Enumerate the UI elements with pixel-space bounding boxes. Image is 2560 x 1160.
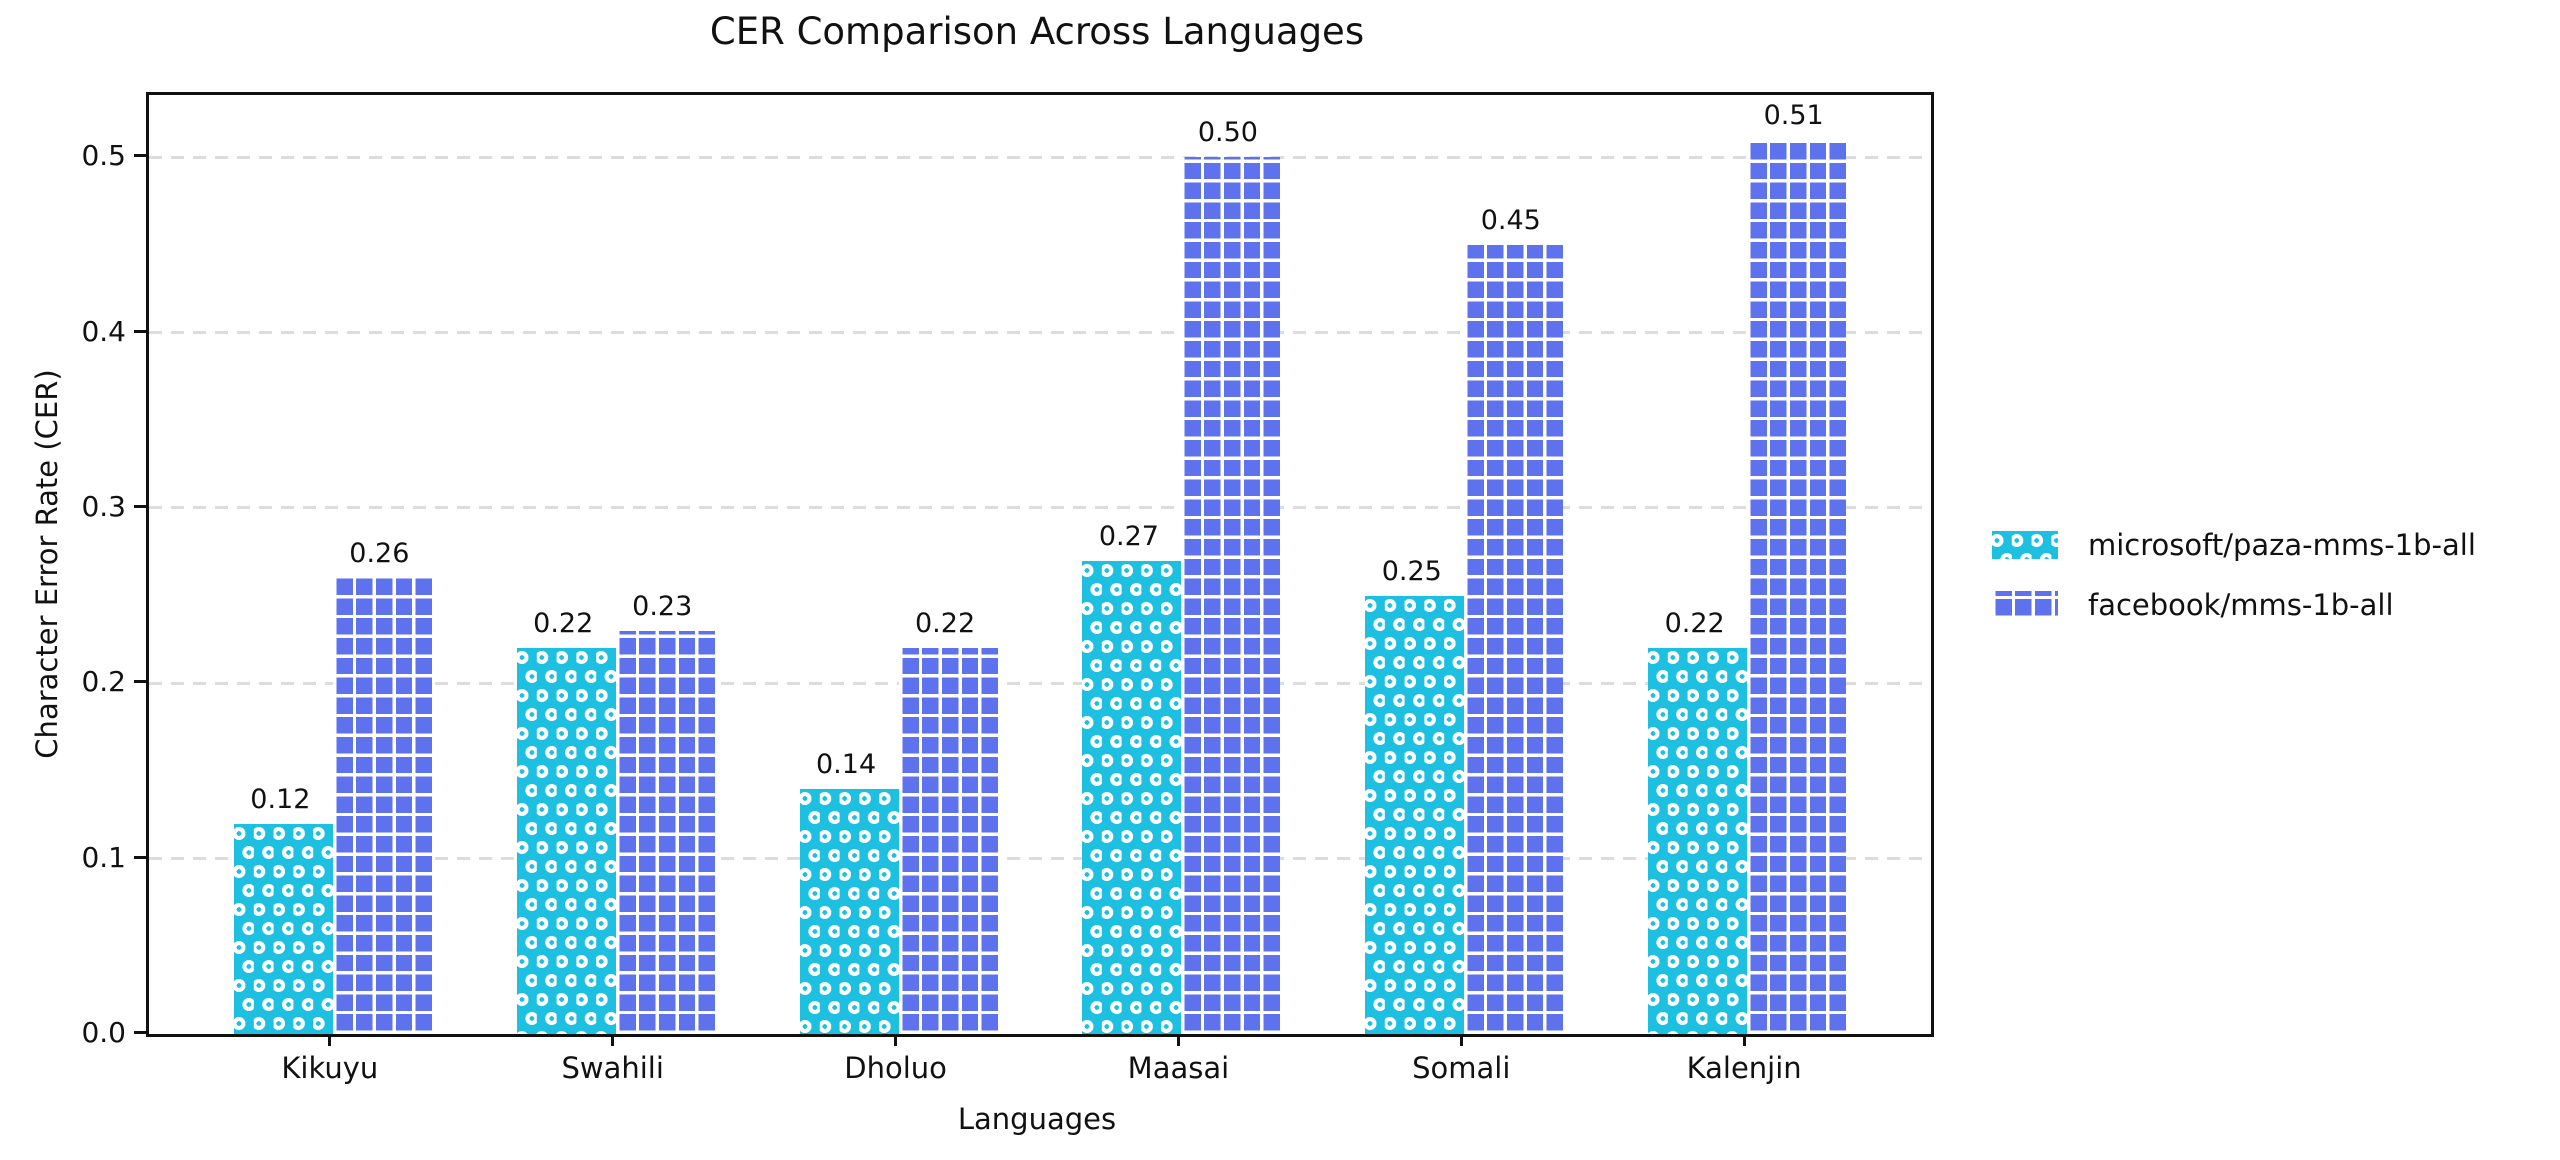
value-label-facebook-dholuo: 0.22 bbox=[915, 608, 976, 640]
x-tick-label-swahili: Swahili bbox=[561, 1051, 664, 1085]
legend-swatch-grid-icon bbox=[1992, 591, 2058, 619]
y-axis-label: Character Error Rate (CER) bbox=[30, 369, 64, 759]
x-tick-mark-maasai bbox=[1176, 1034, 1180, 1046]
bar-facebook-dholuo bbox=[898, 648, 998, 1034]
value-label-facebook-kikuyu: 0.26 bbox=[349, 538, 410, 570]
x-tick-mark-somali bbox=[1459, 1034, 1463, 1046]
gridline-0.5 bbox=[149, 155, 1931, 159]
legend-entry-facebook: facebook/mms-1b-all bbox=[1992, 588, 2476, 622]
gridline-0.4 bbox=[149, 331, 1931, 335]
bar-microsoft-somali bbox=[1365, 595, 1465, 1034]
bar-microsoft-swahili bbox=[516, 648, 616, 1034]
gridline-0.1 bbox=[149, 857, 1931, 861]
value-label-microsoft-somali: 0.25 bbox=[1381, 555, 1442, 587]
x-tick-mark-kalenjin bbox=[1742, 1034, 1746, 1046]
legend-label-microsoft: microsoft/paza-mms-1b-all bbox=[2088, 528, 2476, 562]
legend-swatch-circles-icon bbox=[1992, 531, 2058, 559]
bar-facebook-kikuyu bbox=[332, 578, 432, 1034]
y-tick-mark-0.4 bbox=[134, 329, 146, 333]
legend-entry-microsoft: microsoft/paza-mms-1b-all bbox=[1992, 528, 2476, 562]
y-tick-label-0.4: 0.4 bbox=[81, 314, 126, 348]
y-tick-label-0.3: 0.3 bbox=[81, 489, 126, 523]
value-label-facebook-kalenjin: 0.51 bbox=[1763, 99, 1824, 131]
value-label-microsoft-swahili: 0.22 bbox=[533, 608, 594, 640]
value-label-microsoft-kalenjin: 0.22 bbox=[1664, 608, 1725, 640]
y-tick-mark-0.5 bbox=[134, 154, 146, 158]
bar-facebook-somali bbox=[1464, 244, 1564, 1034]
bar-facebook-maasai bbox=[1181, 157, 1281, 1034]
y-tick-mark-0.2 bbox=[134, 680, 146, 684]
y-tick-label-0.1: 0.1 bbox=[81, 840, 126, 874]
x-axis-label: Languages bbox=[957, 1102, 1117, 1136]
bar-microsoft-dholuo bbox=[799, 788, 899, 1034]
bar-microsoft-kikuyu bbox=[233, 823, 333, 1034]
chart-title: CER Comparison Across Languages bbox=[709, 10, 1365, 53]
gridline-0.2 bbox=[149, 681, 1931, 685]
gridline-0.3 bbox=[149, 506, 1931, 510]
plot-area bbox=[146, 92, 1934, 1037]
y-tick-label-0.0: 0.0 bbox=[81, 1016, 126, 1049]
x-tick-mark-kikuyu bbox=[328, 1034, 332, 1046]
bar-facebook-swahili bbox=[615, 630, 715, 1034]
value-label-microsoft-dholuo: 0.14 bbox=[816, 748, 877, 780]
x-tick-label-kalenjin: Kalenjin bbox=[1686, 1051, 1802, 1085]
x-tick-mark-dholuo bbox=[894, 1034, 898, 1046]
value-label-facebook-somali: 0.45 bbox=[1480, 204, 1541, 236]
y-tick-label-0.5: 0.5 bbox=[81, 139, 126, 173]
value-label-facebook-maasai: 0.50 bbox=[1197, 117, 1258, 149]
x-tick-label-maasai: Maasai bbox=[1127, 1051, 1230, 1085]
legend: microsoft/paza-mms-1b-all facebook/mms-1… bbox=[1992, 528, 2476, 648]
y-tick-mark-0.0 bbox=[134, 1031, 146, 1034]
y-tick-label-0.2: 0.2 bbox=[81, 665, 126, 699]
x-tick-label-dholuo: Dholuo bbox=[844, 1051, 947, 1085]
y-tick-mark-0.3 bbox=[134, 504, 146, 508]
bar-facebook-kalenjin bbox=[1747, 139, 1847, 1034]
bar-microsoft-maasai bbox=[1082, 560, 1182, 1034]
legend-label-facebook: facebook/mms-1b-all bbox=[2088, 588, 2394, 622]
y-tick-mark-0.1 bbox=[134, 855, 146, 859]
value-label-microsoft-kikuyu: 0.12 bbox=[250, 783, 311, 815]
x-tick-label-kikuyu: Kikuyu bbox=[281, 1051, 379, 1085]
value-label-facebook-swahili: 0.23 bbox=[632, 590, 693, 622]
x-tick-label-somali: Somali bbox=[1412, 1051, 1511, 1085]
bar-microsoft-kalenjin bbox=[1648, 648, 1748, 1034]
x-tick-mark-swahili bbox=[611, 1034, 615, 1046]
value-label-microsoft-maasai: 0.27 bbox=[1098, 520, 1159, 552]
